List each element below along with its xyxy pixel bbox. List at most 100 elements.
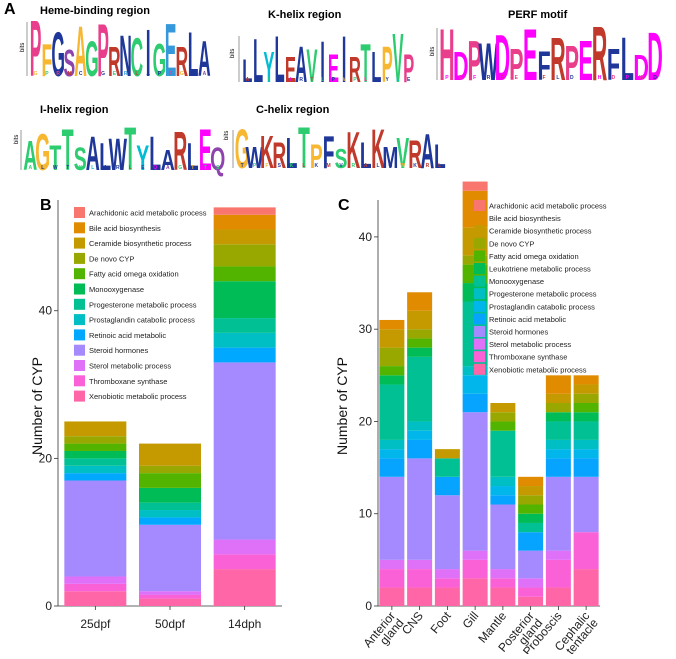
legend-swatch xyxy=(74,252,85,264)
logo-letter: A xyxy=(74,13,87,93)
bar-segment xyxy=(379,329,405,348)
legend-label: De novo CYP xyxy=(489,239,534,248)
bar-segment xyxy=(64,443,127,451)
logo-letter: L xyxy=(434,137,446,175)
logo-title: K-helix region xyxy=(268,9,342,21)
logo-letter-minor: E xyxy=(459,75,463,81)
logo-letter-minor: S xyxy=(278,163,282,169)
logo-letter-minor: L xyxy=(129,165,132,171)
bar-segment xyxy=(407,347,433,357)
bar-segment xyxy=(573,412,599,422)
logo-letter: T xyxy=(49,139,61,179)
bar-segment xyxy=(379,347,405,367)
bar-segment xyxy=(407,430,433,440)
panel-label-a: A xyxy=(4,1,16,18)
y-tick-label: 20 xyxy=(39,451,53,465)
logo-letter: T xyxy=(298,117,310,182)
logo-letter: V xyxy=(306,39,317,92)
bar-segment xyxy=(64,458,127,466)
bar-segment xyxy=(545,421,571,440)
logo-letter: G xyxy=(35,125,50,182)
logo-letter: V xyxy=(396,131,409,179)
logo-letter-minor: T xyxy=(310,77,313,83)
logo-letter-minor: A xyxy=(246,77,250,83)
logo-letter: R xyxy=(272,135,286,176)
logo-title: PERF motif xyxy=(508,9,568,21)
logo-letter-minor: P xyxy=(501,75,505,81)
logo-letter-minor: L xyxy=(321,77,324,83)
logo-letter-minor: R xyxy=(426,163,430,169)
logo-title: C-helix region xyxy=(256,104,330,116)
bar-segment xyxy=(213,332,276,348)
bar-segment xyxy=(64,421,127,437)
bar-segment xyxy=(64,480,127,577)
logo-heme-binding: Heme-binding region bits PG FP GR SN AC GI PG R… xyxy=(20,5,211,94)
bar-segment xyxy=(379,449,405,459)
logo-letter-minor: A xyxy=(203,71,207,77)
bar-segment xyxy=(490,578,516,588)
legend-label: Bile acid biosynthesis xyxy=(89,224,161,233)
legend-label: Monooxygenase xyxy=(489,277,544,286)
legend-label: Fatty acid omega oxidation xyxy=(89,270,179,279)
legend-swatch xyxy=(474,225,485,237)
logo-letter-minor: F xyxy=(473,75,476,81)
legend-swatch xyxy=(74,283,85,295)
legend-swatch xyxy=(474,237,485,249)
bar-segment xyxy=(490,587,516,606)
logo-letter-minor: K xyxy=(290,163,294,169)
logo-letter: R xyxy=(108,38,121,85)
logo-letter-minor: R xyxy=(116,165,120,171)
logo-letter: R xyxy=(408,132,422,177)
logo-title: Heme-binding region xyxy=(40,5,150,17)
bar-segment xyxy=(407,458,433,560)
bar-segment xyxy=(490,569,516,579)
logo-letter: F xyxy=(323,128,335,179)
logo-letter: I xyxy=(146,17,151,91)
bar-segment xyxy=(462,559,488,579)
legend-swatch xyxy=(74,237,85,249)
legend-label: Bile acid biosynthesis xyxy=(489,214,561,223)
legend-swatch xyxy=(74,360,85,371)
logo-letter-minor: Y xyxy=(385,77,389,83)
y-tick-label: 40 xyxy=(39,304,53,318)
legend-swatch xyxy=(74,390,85,402)
logo-letter-minor: P xyxy=(158,71,162,77)
bar-segment xyxy=(434,569,460,579)
logo-letter-minor: R xyxy=(528,75,532,81)
logo-letter: T xyxy=(62,119,74,183)
x-tick-label: Gill xyxy=(460,609,482,631)
legend-swatch xyxy=(474,212,485,224)
logo-letter-minor: P xyxy=(332,77,336,83)
bar-segment xyxy=(213,362,276,540)
logo-letter: R xyxy=(176,38,189,85)
bar-segment xyxy=(573,384,599,394)
logo-i-helix: I-helix region bits AA GL TW TT SY AL LA WR TL YE… xyxy=(14,104,225,183)
bar-segment xyxy=(139,473,201,488)
x-tick-label: 14dph xyxy=(228,617,261,631)
logo-letter: E xyxy=(165,7,177,92)
bar-segment xyxy=(379,458,405,477)
logo-letter-minor: Y xyxy=(79,165,83,171)
logo-letter: P xyxy=(509,41,523,91)
legend-swatch xyxy=(74,344,85,356)
logo-letter-minor: D xyxy=(612,75,616,81)
y-tick-label: 20 xyxy=(359,414,373,428)
x-tick-label: CNS xyxy=(399,609,426,637)
logo-letter: P xyxy=(382,38,393,94)
logo-letter-minor: R xyxy=(124,71,128,77)
legend-swatch xyxy=(474,250,485,262)
logo-letter: L xyxy=(242,52,252,90)
logo-letter: L xyxy=(253,26,263,96)
legend-label: Steroid hormones xyxy=(89,346,148,355)
logo-letter-minor: L xyxy=(438,163,441,169)
logo-letter: V xyxy=(392,19,403,97)
logo-letter-minor: E xyxy=(278,77,282,83)
bar-segment xyxy=(490,403,516,413)
bar-segment xyxy=(213,214,276,230)
logo-letter: F xyxy=(537,44,550,89)
logo-letter-minor: G xyxy=(101,71,105,77)
logo-letter: P xyxy=(403,47,414,91)
bar-segment xyxy=(545,393,571,403)
panel-label-b: B xyxy=(40,197,52,214)
legend-label: Prostaglandin catabolic process xyxy=(489,302,595,311)
